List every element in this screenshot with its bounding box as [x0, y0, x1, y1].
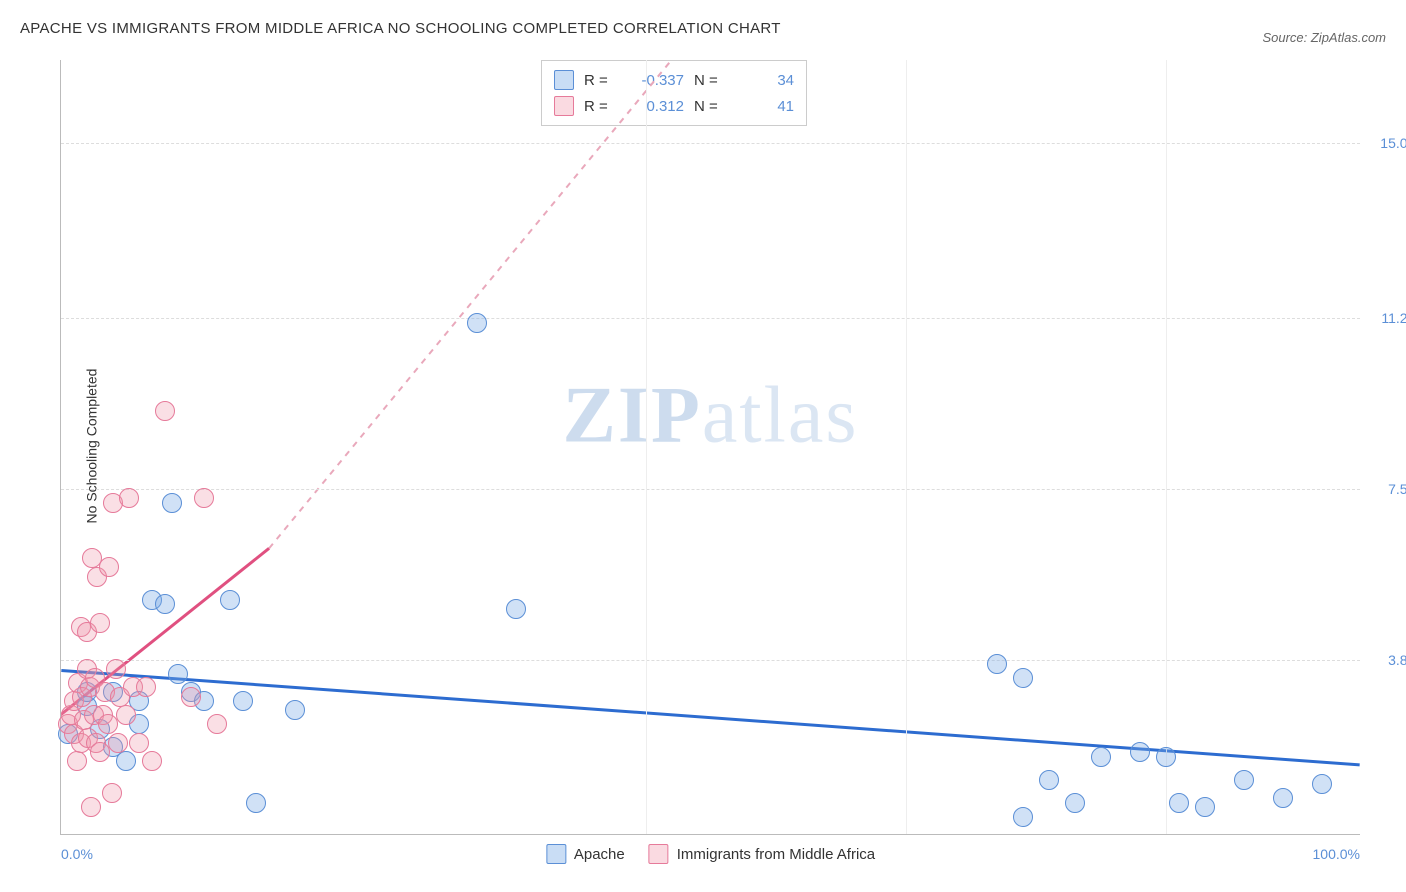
data-point	[136, 677, 156, 697]
data-point	[1195, 797, 1215, 817]
data-point	[194, 488, 214, 508]
data-point	[467, 313, 487, 333]
legend-label: Immigrants from Middle Africa	[677, 846, 875, 863]
data-point	[1013, 668, 1033, 688]
data-point	[1130, 742, 1150, 762]
data-point	[98, 714, 118, 734]
watermark-zip: ZIP	[563, 372, 702, 460]
data-point	[181, 687, 201, 707]
data-point	[220, 590, 240, 610]
data-point	[108, 733, 128, 753]
data-point	[155, 594, 175, 614]
y-tick-label: 11.2%	[1365, 310, 1406, 326]
data-point	[90, 613, 110, 633]
data-point	[116, 705, 136, 725]
data-point	[162, 493, 182, 513]
data-point	[1156, 747, 1176, 767]
data-point	[81, 797, 101, 817]
watermark: ZIPatlas	[563, 371, 859, 462]
legend-swatch	[554, 96, 574, 116]
data-point	[119, 488, 139, 508]
gridline-v	[1166, 60, 1167, 834]
n-label: N =	[694, 98, 726, 115]
r-value: -0.337	[626, 72, 684, 89]
watermark-atlas: atlas	[702, 372, 859, 460]
y-tick-label: 15.0%	[1365, 135, 1406, 151]
plot-area: ZIPatlas R =-0.337N =34R =0.312N =41 0.0…	[60, 60, 1360, 835]
data-point	[1039, 770, 1059, 790]
data-point	[506, 599, 526, 619]
data-point	[155, 401, 175, 421]
data-point	[168, 664, 188, 684]
gridline-v	[646, 60, 647, 834]
data-point	[1013, 807, 1033, 827]
data-point	[285, 700, 305, 720]
data-point	[1065, 793, 1085, 813]
stats-legend-row: R = -0.337 N = 34	[554, 67, 794, 93]
y-tick-label: 3.8%	[1365, 652, 1406, 668]
n-label: N =	[694, 72, 726, 89]
legend-swatch	[554, 70, 574, 90]
legend-item: Apache	[546, 844, 625, 864]
n-value: 41	[736, 98, 794, 115]
y-tick-label: 7.5%	[1365, 481, 1406, 497]
data-point	[207, 714, 227, 734]
x-tick-min: 0.0%	[61, 846, 93, 862]
data-point	[99, 557, 119, 577]
data-point	[246, 793, 266, 813]
data-point	[1273, 788, 1293, 808]
stats-legend-row: R = 0.312 N = 41	[554, 93, 794, 119]
data-point	[1234, 770, 1254, 790]
legend-label: Apache	[574, 846, 625, 863]
chart-title: APACHE VS IMMIGRANTS FROM MIDDLE AFRICA …	[20, 20, 781, 37]
r-label: R =	[584, 98, 616, 115]
data-point	[1091, 747, 1111, 767]
stats-legend: R = -0.337 N = 34 R = 0.312 N = 41	[541, 60, 807, 126]
x-tick-max: 100.0%	[1313, 846, 1360, 862]
source-label: Source: ZipAtlas.com	[1262, 30, 1386, 45]
data-point	[129, 733, 149, 753]
legend-item: Immigrants from Middle Africa	[649, 844, 875, 864]
data-point	[233, 691, 253, 711]
series-legend: Apache Immigrants from Middle Africa	[546, 844, 875, 864]
legend-swatch	[546, 844, 566, 864]
legend-swatch	[649, 844, 669, 864]
data-point	[67, 751, 87, 771]
r-value: 0.312	[626, 98, 684, 115]
data-point	[1312, 774, 1332, 794]
data-point	[102, 783, 122, 803]
data-point	[116, 751, 136, 771]
data-point	[1169, 793, 1189, 813]
data-point	[987, 654, 1007, 674]
r-label: R =	[584, 72, 616, 89]
gridline-v	[906, 60, 907, 834]
data-point	[90, 742, 110, 762]
n-value: 34	[736, 72, 794, 89]
data-point	[142, 751, 162, 771]
data-point	[106, 659, 126, 679]
